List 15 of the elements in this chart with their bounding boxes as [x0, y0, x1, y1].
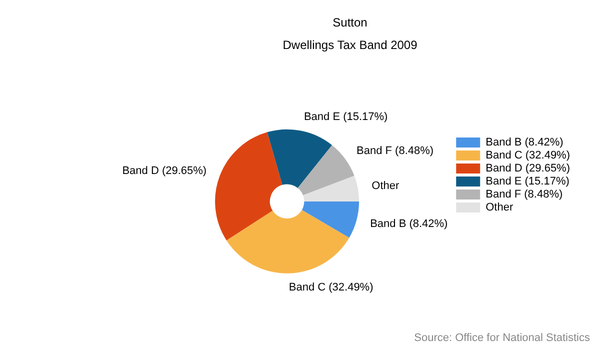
legend-label: Band F (8.48%) — [486, 188, 563, 201]
chart-subtitle: Dwellings Tax Band 2009 — [282, 38, 418, 52]
slice-label: Band C (32.49%) — [288, 281, 374, 294]
slice-label: Band F (8.48%) — [356, 144, 434, 157]
legend-label: Band B (8.42%) — [486, 136, 564, 149]
source-note: Source: Office for National Statistics — [414, 332, 590, 344]
slice-label: Other — [372, 180, 400, 192]
chart-title: Sutton — [332, 16, 368, 30]
legend-label: Other — [486, 202, 514, 214]
legend-label: Band E (15.17%) — [486, 176, 570, 188]
legend-label: Band C (32.49%) — [486, 150, 570, 162]
slice-label: Band E (15.17%) — [304, 111, 388, 124]
slice-label: Band D (29.65%) — [122, 165, 207, 178]
legend-label: Band D (29.65%) — [486, 162, 570, 175]
slice-label: Band B (8.42%) — [370, 218, 448, 230]
